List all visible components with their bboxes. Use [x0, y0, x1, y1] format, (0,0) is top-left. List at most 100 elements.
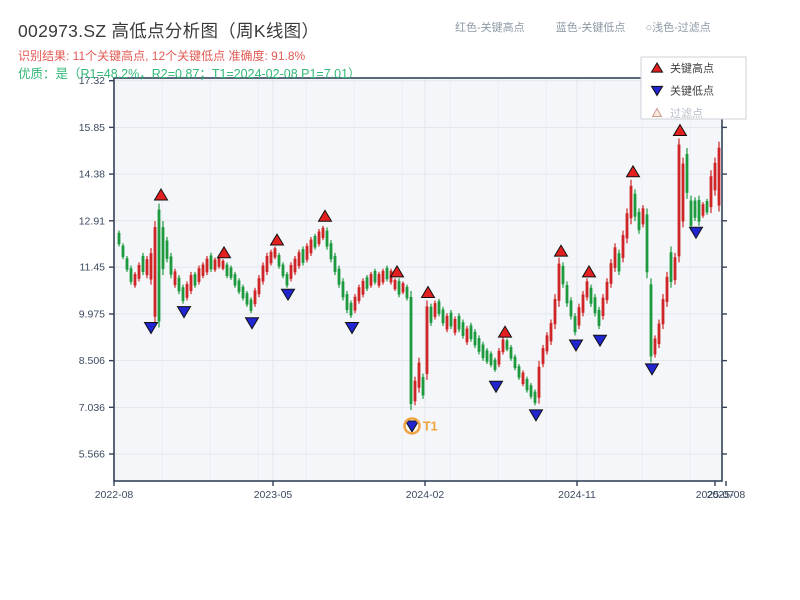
- candle-body: [393, 280, 397, 290]
- plot-background: [114, 78, 722, 481]
- candle-body: [573, 316, 577, 333]
- candle-body: [525, 378, 529, 391]
- candle-body: [633, 193, 637, 217]
- candle-body: [249, 299, 253, 311]
- key-low-marker: [244, 317, 260, 330]
- candle-body: [593, 297, 597, 314]
- key-high-markers: [153, 123, 688, 338]
- candle-body: [609, 263, 613, 284]
- candle-body: [561, 265, 565, 285]
- candle-body: [185, 284, 189, 298]
- candle-body: [409, 296, 413, 405]
- candle-body: [349, 302, 353, 316]
- candle-body: [693, 200, 697, 218]
- candle-body: [145, 259, 149, 276]
- x-tick-label: 2023-05: [254, 489, 293, 501]
- candle-body: [277, 255, 281, 267]
- candle-body: [353, 296, 357, 311]
- hint-light-filtered: ○浅色-过滤点: [645, 22, 711, 34]
- candle-body: [469, 325, 473, 340]
- candle-body: [529, 385, 533, 397]
- axes: 17.32 15.85 14.38 12.91 11.45 9.975 8.506 7.036…: [79, 75, 746, 501]
- candle-body: [405, 286, 409, 299]
- candle-body: [301, 249, 305, 263]
- key-low-marker: [568, 339, 584, 352]
- candle-body: [269, 251, 273, 264]
- candle-body: [677, 144, 681, 257]
- candle-body: [669, 252, 673, 282]
- candle-body: [717, 147, 721, 206]
- candle-body: [517, 366, 521, 378]
- candle-body: [317, 231, 321, 245]
- candle-body: [589, 287, 593, 304]
- filtered-point-icon: [651, 107, 663, 117]
- candle-body: [649, 284, 653, 357]
- candle-body: [201, 264, 205, 277]
- candle-body: [321, 227, 325, 239]
- candle-body: [177, 277, 181, 292]
- candle-body: [157, 209, 161, 322]
- candle-body: [129, 268, 133, 282]
- candle-body: [245, 293, 249, 305]
- key-low-marker: [592, 334, 608, 348]
- key-low-marker: [650, 85, 664, 97]
- candle-body: [449, 312, 453, 327]
- candle-body: [345, 294, 349, 311]
- candle-body: [565, 284, 569, 304]
- key-low-marker: [688, 226, 704, 240]
- key-low-marker: [488, 380, 504, 394]
- candle-body: [601, 297, 605, 316]
- key-high-marker: [153, 188, 169, 201]
- candle-body: [581, 294, 585, 313]
- candle-body: [153, 227, 157, 317]
- y-tick-label: 9.975: [79, 308, 105, 320]
- candle-body: [461, 322, 465, 336]
- candle-body: [333, 255, 337, 272]
- candle-body: [377, 274, 381, 286]
- candle-body: [541, 348, 545, 365]
- candle-body: [117, 232, 121, 245]
- key-high-marker: [269, 233, 285, 246]
- candle-body: [417, 362, 421, 388]
- candle-body: [509, 347, 513, 359]
- candle-body: [357, 287, 361, 301]
- candle-body: [325, 230, 329, 247]
- candle-body: [125, 258, 129, 270]
- t1-label: T1: [423, 419, 438, 433]
- candle-body: [221, 260, 225, 269]
- candle-body: [305, 245, 309, 260]
- legend-item-label: 关键高点: [670, 61, 714, 75]
- candle-body: [233, 274, 237, 286]
- x-tick-label: 2025-08: [707, 489, 746, 501]
- candle-body: [241, 286, 245, 299]
- candle-body: [293, 258, 297, 273]
- candle-body: [401, 283, 405, 293]
- candle-body: [657, 323, 661, 345]
- candle-body: [713, 162, 717, 191]
- key-high-marker: [497, 325, 513, 338]
- candle-body: [477, 338, 481, 352]
- candle-body: [141, 255, 145, 272]
- candle-body: [225, 264, 229, 277]
- x-tick-label: 2022-08: [95, 489, 134, 501]
- key-high-marker: [672, 123, 688, 136]
- candles: [117, 138, 721, 411]
- candle-body: [473, 331, 477, 346]
- candle-body: [569, 300, 573, 317]
- key-low-marker: [344, 322, 360, 335]
- legend-item-label: 关键低点: [670, 84, 714, 98]
- candle-body: [489, 353, 493, 365]
- candle-body: [665, 276, 669, 302]
- candle-body: [645, 214, 649, 273]
- candle-body: [121, 245, 125, 257]
- candle-body: [441, 309, 445, 324]
- y-tick-label: 8.506: [79, 355, 105, 367]
- candle-body: [553, 299, 557, 325]
- candle-body: [205, 258, 209, 273]
- candle-body: [229, 267, 233, 278]
- candle-body: [661, 299, 665, 325]
- x-tick-label: 2025-07: [696, 489, 735, 501]
- candle-body: [629, 185, 633, 219]
